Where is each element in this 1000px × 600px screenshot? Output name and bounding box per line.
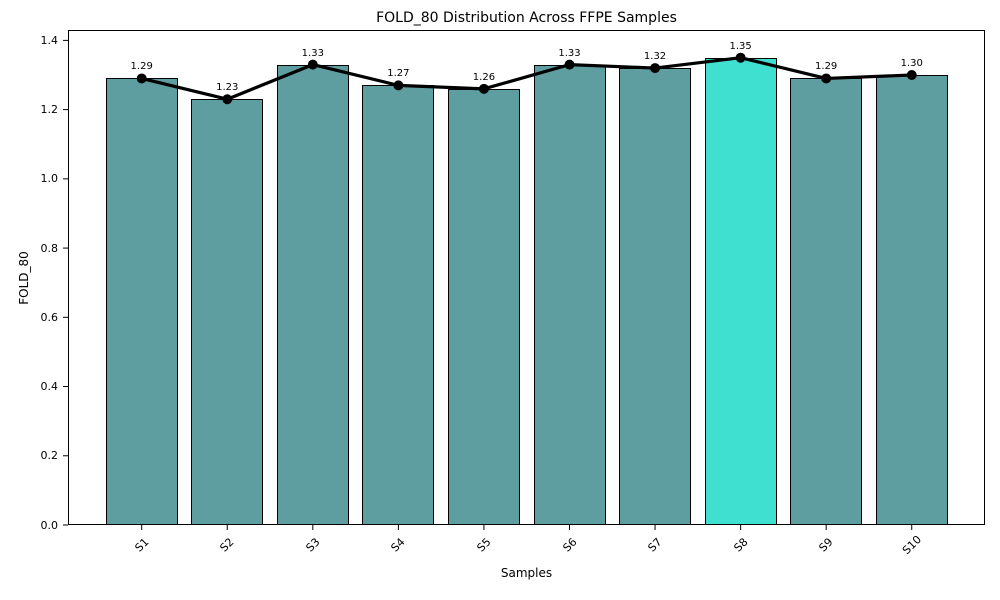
data-point-marker bbox=[478, 83, 489, 94]
bar-value-label: 1.29 bbox=[815, 61, 838, 73]
y-tick-label: 1.0 bbox=[40, 172, 59, 186]
bar bbox=[533, 64, 606, 525]
y-tick-label: 1.2 bbox=[40, 103, 59, 117]
bar-value-label: 1.33 bbox=[558, 47, 581, 59]
bar-value-label: 1.27 bbox=[387, 68, 410, 80]
data-point-marker bbox=[821, 73, 832, 84]
bar-highlighted bbox=[704, 57, 777, 525]
plot-spines bbox=[68, 30, 985, 525]
bar bbox=[447, 88, 520, 525]
y-tick-label: 0.8 bbox=[40, 241, 59, 255]
plot-area: 1.29 1.23 1.33 1.27 1.26 1.33 1.32 1.35 1.29 1.30 bbox=[63, 30, 985, 530]
x-tick-label: S4 bbox=[388, 535, 408, 555]
bar-value-label: 1.33 bbox=[301, 47, 324, 59]
bar bbox=[362, 85, 435, 525]
bar-value-label: 1.26 bbox=[472, 71, 496, 83]
bar-value-label: 1.29 bbox=[130, 61, 153, 73]
x-tick-label: S3 bbox=[303, 535, 323, 555]
x-tick-label: S6 bbox=[559, 535, 580, 555]
x-tick-label: S2 bbox=[217, 535, 237, 555]
x-tick-label: S7 bbox=[645, 535, 665, 555]
data-point-marker bbox=[222, 94, 233, 105]
x-tick-label: S1 bbox=[132, 535, 152, 555]
bar-value-label: 1.32 bbox=[643, 51, 667, 63]
x-tick-label: S5 bbox=[474, 535, 494, 555]
data-point-marker bbox=[564, 59, 575, 70]
y-tick-label: 1.4 bbox=[40, 33, 59, 47]
data-point-marker bbox=[650, 63, 661, 74]
chart-title: FOLD_80 Distribution Across FFPE Samples bbox=[376, 10, 677, 26]
x-tick-label: S10 bbox=[899, 532, 924, 558]
data-point-marker bbox=[393, 80, 404, 91]
bar-value-label: 1.35 bbox=[729, 40, 752, 52]
x-tick-label: S8 bbox=[731, 535, 751, 555]
data-point-marker bbox=[906, 70, 917, 80]
y-tick-label: 0.2 bbox=[40, 449, 59, 463]
x-axis-label: Samples bbox=[500, 566, 553, 580]
trend-line bbox=[140, 56, 914, 101]
bar bbox=[875, 75, 948, 525]
x-tick-label: S9 bbox=[816, 535, 836, 555]
y-tick-label: 0.6 bbox=[40, 310, 59, 324]
bar bbox=[619, 68, 692, 525]
data-point-marker bbox=[307, 59, 318, 70]
trend-line-overlay bbox=[63, 30, 985, 530]
y-tick-label: 0.4 bbox=[40, 380, 59, 394]
bar-value-label: 1.23 bbox=[216, 82, 239, 94]
data-point-marker bbox=[735, 52, 746, 63]
bar bbox=[191, 99, 264, 525]
y-tick-label: 0.0 bbox=[40, 518, 59, 532]
bar-value-label: 1.30 bbox=[900, 58, 923, 69]
bar bbox=[105, 78, 178, 525]
y-axis-label: FOLD_80 bbox=[17, 251, 31, 305]
data-point-marker bbox=[136, 73, 147, 84]
